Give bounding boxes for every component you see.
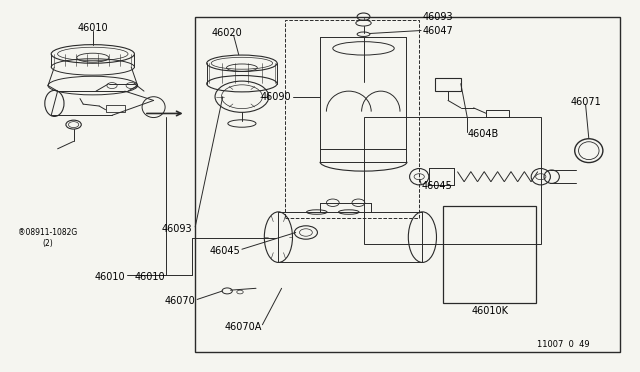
Text: 46090: 46090 (260, 92, 291, 102)
Text: 46010K: 46010K (471, 306, 508, 315)
Bar (486, 110, 509, 117)
Text: 46020: 46020 (212, 29, 243, 38)
Bar (435, 78, 461, 91)
Bar (195, 17, 620, 352)
Text: 4604B: 4604B (467, 129, 499, 139)
Bar (285, 20, 419, 218)
Text: 46045: 46045 (421, 181, 452, 191)
Text: 46071: 46071 (570, 97, 601, 107)
Text: 46093: 46093 (422, 12, 453, 22)
Bar (364, 117, 541, 244)
Text: 46070: 46070 (164, 296, 195, 306)
Bar (443, 206, 536, 303)
Text: 46045: 46045 (209, 246, 240, 256)
Text: 46010: 46010 (94, 272, 125, 282)
Text: 46010: 46010 (77, 23, 108, 33)
Bar (106, 105, 125, 112)
Text: 46047: 46047 (422, 26, 453, 35)
Text: ®08911-1082G: ®08911-1082G (19, 228, 77, 237)
Text: 46010: 46010 (134, 272, 165, 282)
Text: 46093: 46093 (161, 224, 192, 234)
Text: 46070A: 46070A (225, 323, 262, 332)
Text: 11007  0  49: 11007 0 49 (537, 340, 589, 349)
Text: (2): (2) (43, 239, 53, 248)
